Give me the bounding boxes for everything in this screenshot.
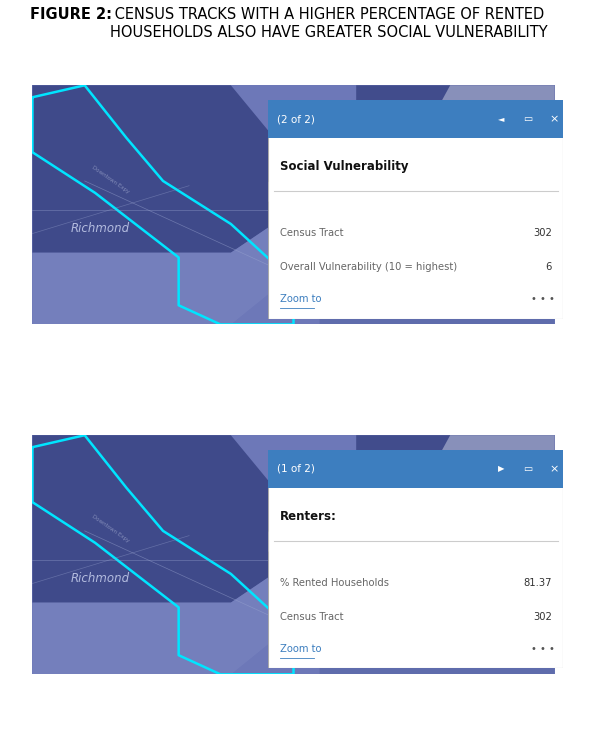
Text: ▶: ▶ xyxy=(498,464,505,473)
Polygon shape xyxy=(32,85,555,324)
Polygon shape xyxy=(32,435,320,603)
Text: N. 25th St: N. 25th St xyxy=(289,126,319,146)
Text: Richmond: Richmond xyxy=(71,572,130,585)
Text: Richmond: Richmond xyxy=(71,222,130,235)
Polygon shape xyxy=(320,519,555,639)
Text: Census Tract: Census Tract xyxy=(280,228,344,238)
Polygon shape xyxy=(32,193,320,324)
Text: ×: × xyxy=(550,464,559,474)
Polygon shape xyxy=(424,85,555,133)
Polygon shape xyxy=(32,543,320,674)
Polygon shape xyxy=(320,519,555,674)
Text: (2 of 2): (2 of 2) xyxy=(277,114,315,124)
Text: ▭: ▭ xyxy=(523,464,533,474)
Text: • • •: • • • xyxy=(531,294,555,304)
Polygon shape xyxy=(356,85,555,193)
Text: Downtown Expy: Downtown Expy xyxy=(91,515,130,544)
Text: ×: × xyxy=(550,114,559,124)
Text: ▭: ▭ xyxy=(523,114,533,124)
FancyBboxPatch shape xyxy=(268,450,563,488)
Text: (1 of 2): (1 of 2) xyxy=(277,464,315,474)
Text: % Rented Households: % Rented Households xyxy=(280,578,389,588)
Text: Overall Vulnerability (10 = highest): Overall Vulnerability (10 = highest) xyxy=(280,262,457,272)
Text: • • •: • • • xyxy=(531,644,555,654)
Text: Census Tract: Census Tract xyxy=(280,612,344,622)
Text: 302: 302 xyxy=(533,612,552,622)
Text: Zoom to: Zoom to xyxy=(280,644,322,654)
Polygon shape xyxy=(32,435,555,674)
Text: Chamberla...: Chamberla... xyxy=(355,160,389,182)
Text: ◄: ◄ xyxy=(498,114,505,123)
Text: N. 25th St: N. 25th St xyxy=(289,476,319,496)
Text: 6: 6 xyxy=(545,262,552,272)
Text: 81.37: 81.37 xyxy=(523,578,552,588)
FancyArrow shape xyxy=(247,529,268,554)
Text: Downtown Expy: Downtown Expy xyxy=(91,165,130,194)
Polygon shape xyxy=(356,435,555,543)
FancyBboxPatch shape xyxy=(268,450,563,668)
Text: 302: 302 xyxy=(533,228,552,238)
Text: Renters:: Renters: xyxy=(280,510,337,523)
Polygon shape xyxy=(32,85,320,253)
Text: Zoom to: Zoom to xyxy=(280,294,322,304)
Polygon shape xyxy=(424,435,555,483)
Polygon shape xyxy=(320,169,555,289)
FancyArrow shape xyxy=(247,180,268,204)
FancyBboxPatch shape xyxy=(268,100,563,319)
Polygon shape xyxy=(320,169,555,324)
Text: Chamberla...: Chamberla... xyxy=(355,510,389,532)
Text: Social Vulnerability: Social Vulnerability xyxy=(280,160,409,173)
FancyBboxPatch shape xyxy=(268,100,563,139)
Text: FIGURE 2:: FIGURE 2: xyxy=(30,7,112,23)
Text: CENSUS TRACKS WITH A HIGHER PERCENTAGE OF RENTED
HOUSEHOLDS ALSO HAVE GREATER SO: CENSUS TRACKS WITH A HIGHER PERCENTAGE O… xyxy=(110,7,548,39)
